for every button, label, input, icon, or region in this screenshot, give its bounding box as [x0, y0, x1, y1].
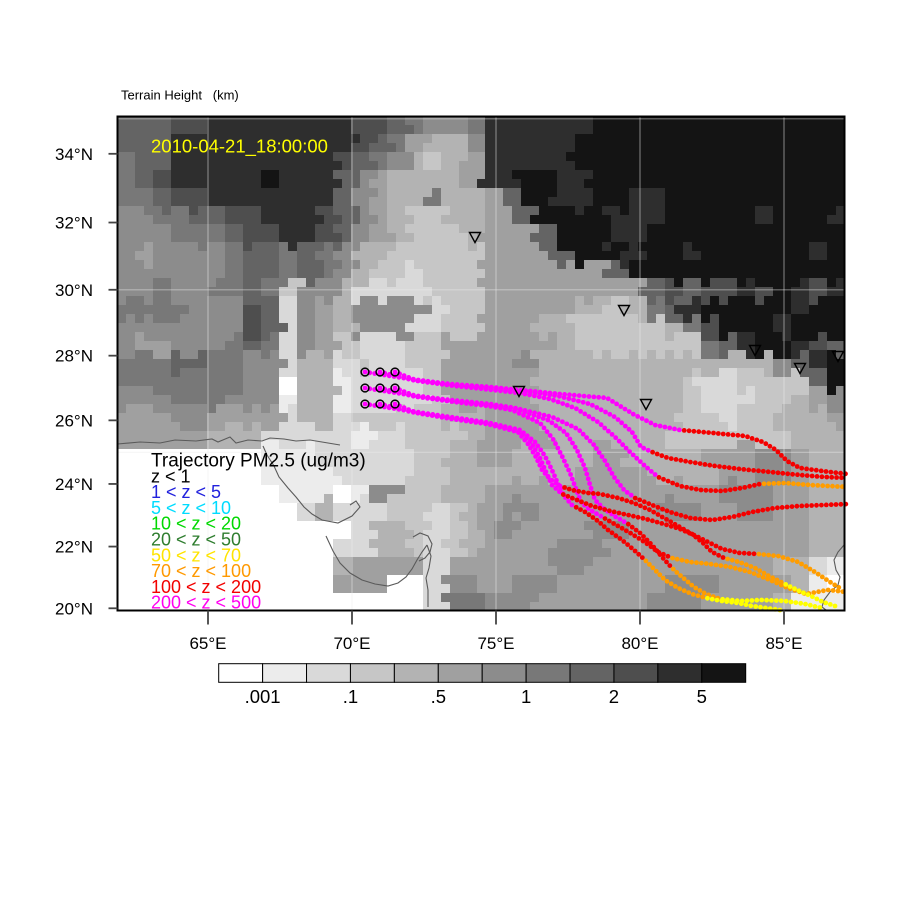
svg-text:.1: .1: [343, 686, 358, 707]
svg-text:34°N: 34°N: [55, 145, 93, 164]
svg-text:65°E: 65°E: [189, 634, 226, 653]
svg-text:32°N: 32°N: [55, 214, 93, 233]
svg-text:24°N: 24°N: [55, 475, 93, 494]
svg-text:1 < z < 5: 1 < z < 5: [151, 482, 221, 502]
svg-text:70°E: 70°E: [333, 634, 370, 653]
svg-text:85°E: 85°E: [765, 634, 802, 653]
svg-text:20°N: 20°N: [55, 599, 93, 618]
svg-text:z < 1: z < 1: [151, 466, 191, 486]
svg-text:20 < z < 50: 20 < z < 50: [151, 530, 241, 550]
svg-text:5: 5: [697, 686, 707, 707]
svg-text:5 < z < 10: 5 < z < 10: [151, 498, 231, 518]
svg-text:1: 1: [521, 686, 531, 707]
svg-text:.5: .5: [431, 686, 446, 707]
svg-text:26°N: 26°N: [55, 411, 93, 430]
svg-text:10 < z < 20: 10 < z < 20: [151, 514, 241, 534]
svg-text:22°N: 22°N: [55, 538, 93, 557]
svg-text:100 < z < 200: 100 < z < 200: [151, 577, 261, 597]
svg-text:200 < z < 500: 200 < z < 500: [151, 593, 261, 613]
svg-text:2: 2: [609, 686, 619, 707]
svg-text:Terrain Height (km): Terrain Height (km): [121, 88, 239, 103]
svg-text:.001: .001: [245, 686, 281, 707]
svg-text:75°E: 75°E: [477, 634, 514, 653]
svg-text:2010-04-21_18:00:00: 2010-04-21_18:00:00: [151, 136, 328, 158]
svg-text:50 < z < 70: 50 < z < 70: [151, 545, 241, 565]
svg-text:70 < z < 100: 70 < z < 100: [151, 561, 251, 581]
svg-text:30°N: 30°N: [55, 281, 93, 300]
svg-text:Trajectory PM2.5 (ug/m3): Trajectory PM2.5 (ug/m3): [151, 451, 366, 472]
svg-text:80°E: 80°E: [621, 634, 658, 653]
svg-text:28°N: 28°N: [55, 347, 93, 366]
